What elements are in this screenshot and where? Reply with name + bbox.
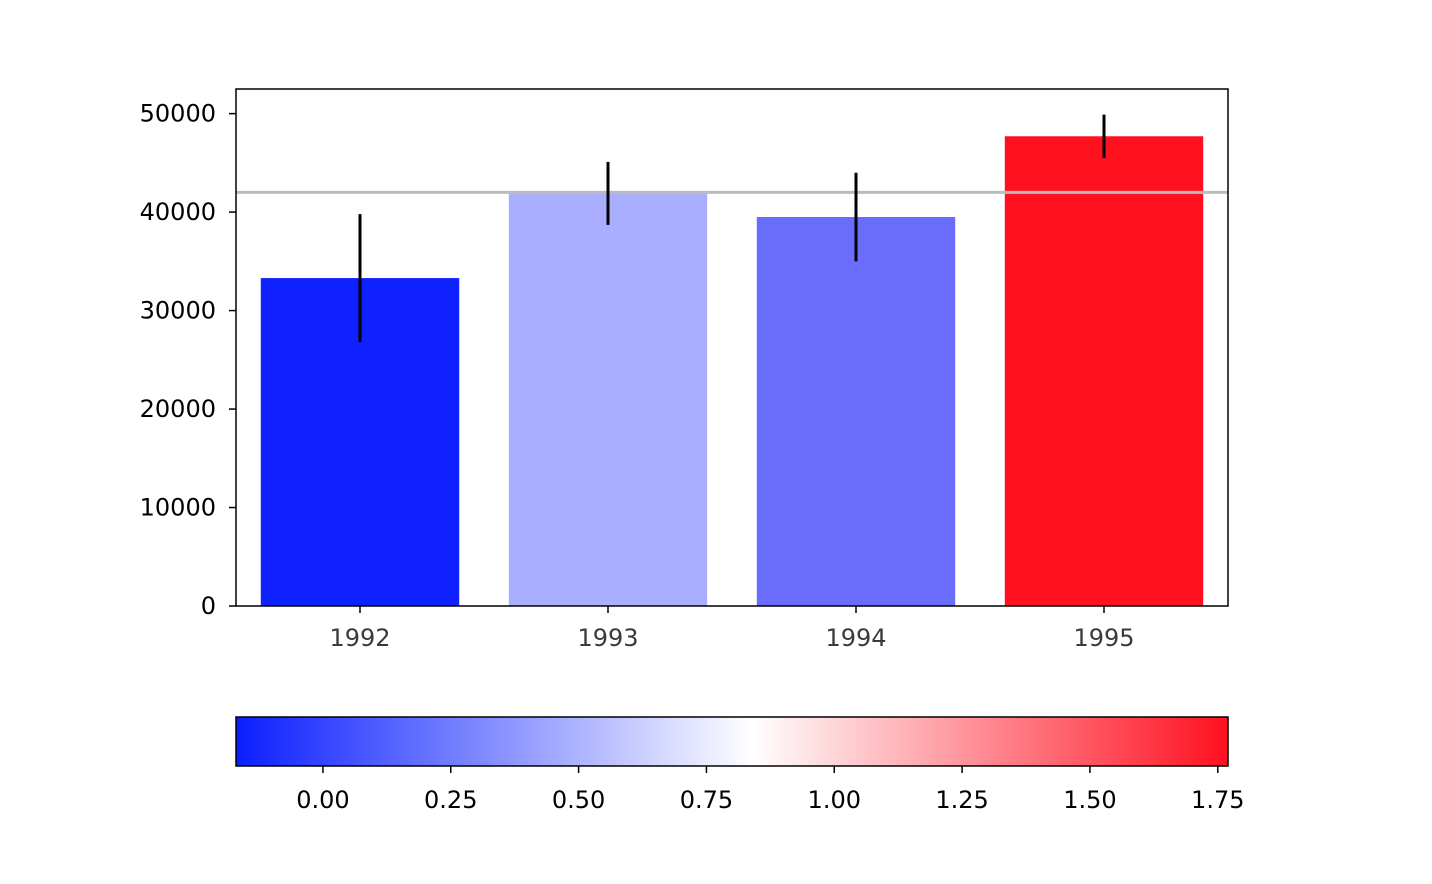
x-tick-label: 1993 bbox=[577, 624, 638, 652]
colorbar-tick-label: 1.00 bbox=[808, 786, 861, 814]
colorbar-tick-label: 1.75 bbox=[1191, 786, 1244, 814]
y-tick-label: 50000 bbox=[140, 100, 216, 128]
x-tick-label: 1992 bbox=[329, 624, 390, 652]
x-tick-label: 1995 bbox=[1073, 624, 1134, 652]
y-tick-label: 20000 bbox=[140, 395, 216, 423]
bar-1993 bbox=[508, 193, 708, 606]
colorbar-tick-label: 0.75 bbox=[680, 786, 733, 814]
y-tick-label: 40000 bbox=[140, 198, 216, 226]
colorbar-tick-label: 0.00 bbox=[296, 786, 349, 814]
y-tick-label: 0 bbox=[201, 592, 216, 620]
colorbar-tick-label: 1.25 bbox=[935, 786, 988, 814]
bar-1994 bbox=[756, 217, 956, 606]
bar-1995 bbox=[1004, 136, 1204, 607]
y-tick-label: 10000 bbox=[140, 494, 216, 522]
axes-frame bbox=[235, 88, 1229, 607]
colorbar-tick-label: 1.50 bbox=[1063, 786, 1116, 814]
y-tick-label: 30000 bbox=[140, 297, 216, 325]
colorbar: 0.00 0.25 0.50 0.75 1.00 1.25 1.50 1.75 bbox=[235, 716, 1244, 814]
colorbar-tick-label: 0.50 bbox=[552, 786, 605, 814]
x-tick-label: 1994 bbox=[825, 624, 886, 652]
plot-area: 0 10000 20000 30000 40000 50000 1992 1993 1994 19… bbox=[140, 88, 1229, 652]
colorbar-tick-label: 0.25 bbox=[424, 786, 477, 814]
colorbar-gradient bbox=[235, 716, 1229, 767]
